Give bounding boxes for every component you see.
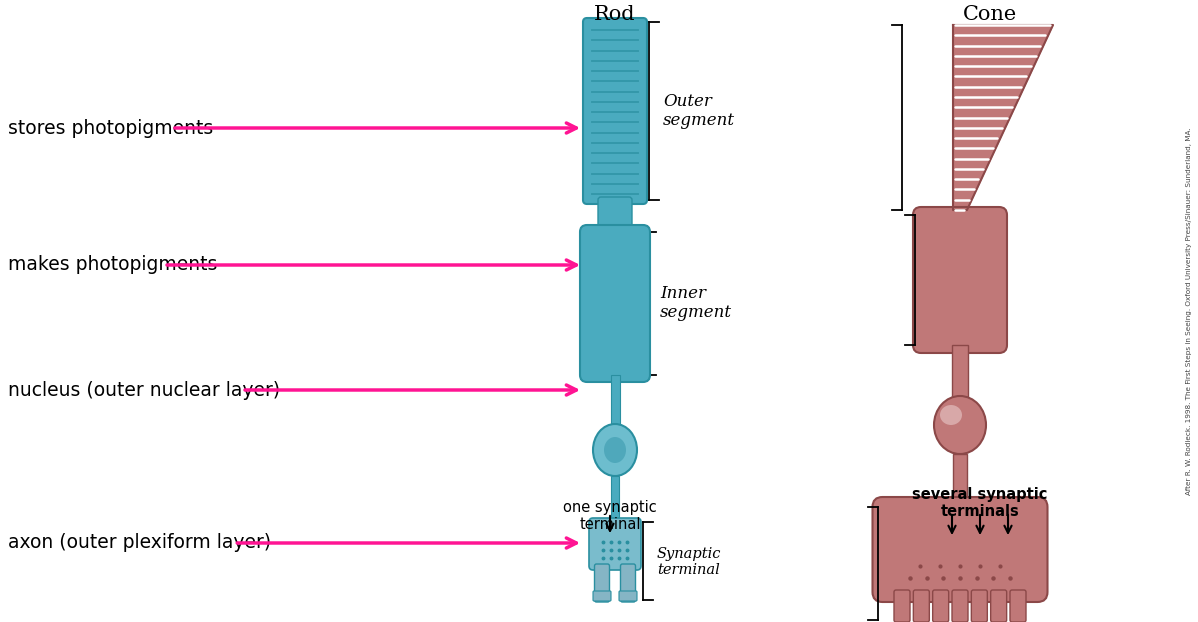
Bar <box>611 375 619 426</box>
Text: makes photopigments: makes photopigments <box>8 256 217 274</box>
Text: Synaptic
terminal: Synaptic terminal <box>657 547 721 577</box>
Ellipse shape <box>940 405 962 425</box>
Text: one synaptic
terminal: one synaptic terminal <box>563 500 657 532</box>
Polygon shape <box>952 25 1053 210</box>
FancyBboxPatch shape <box>894 590 910 622</box>
Ellipse shape <box>934 396 986 454</box>
FancyBboxPatch shape <box>933 590 949 622</box>
FancyBboxPatch shape <box>913 207 1008 353</box>
Bar <box>952 454 967 507</box>
FancyBboxPatch shape <box>619 591 637 601</box>
FancyBboxPatch shape <box>872 497 1047 602</box>
FancyBboxPatch shape <box>598 197 633 235</box>
FancyBboxPatch shape <box>621 564 635 602</box>
Bar <box>611 476 619 522</box>
FancyBboxPatch shape <box>580 225 651 382</box>
Text: nucleus (outer nuclear layer): nucleus (outer nuclear layer) <box>8 381 280 399</box>
Ellipse shape <box>593 424 637 476</box>
FancyBboxPatch shape <box>991 590 1006 622</box>
FancyBboxPatch shape <box>1010 590 1025 622</box>
FancyBboxPatch shape <box>593 591 611 601</box>
FancyBboxPatch shape <box>913 590 930 622</box>
FancyBboxPatch shape <box>589 518 641 570</box>
Bar <box>952 345 968 398</box>
Text: several synaptic
terminals: several synaptic terminals <box>913 487 1048 519</box>
FancyBboxPatch shape <box>952 590 968 622</box>
Ellipse shape <box>604 437 627 463</box>
Text: Outer
segment: Outer segment <box>662 93 736 129</box>
Text: Rod: Rod <box>594 5 636 24</box>
Text: Cone: Cone <box>963 5 1017 24</box>
FancyBboxPatch shape <box>583 18 647 204</box>
FancyBboxPatch shape <box>594 564 610 602</box>
Text: After R. W. Rodieck. 1998. The First Steps in Seeing. Oxford University Press/Si: After R. W. Rodieck. 1998. The First Ste… <box>1186 127 1192 495</box>
Text: axon (outer plexiform layer): axon (outer plexiform layer) <box>8 534 271 552</box>
Text: stores photopigments: stores photopigments <box>8 119 213 137</box>
Text: Inner
segment: Inner segment <box>660 285 732 322</box>
FancyBboxPatch shape <box>972 590 987 622</box>
